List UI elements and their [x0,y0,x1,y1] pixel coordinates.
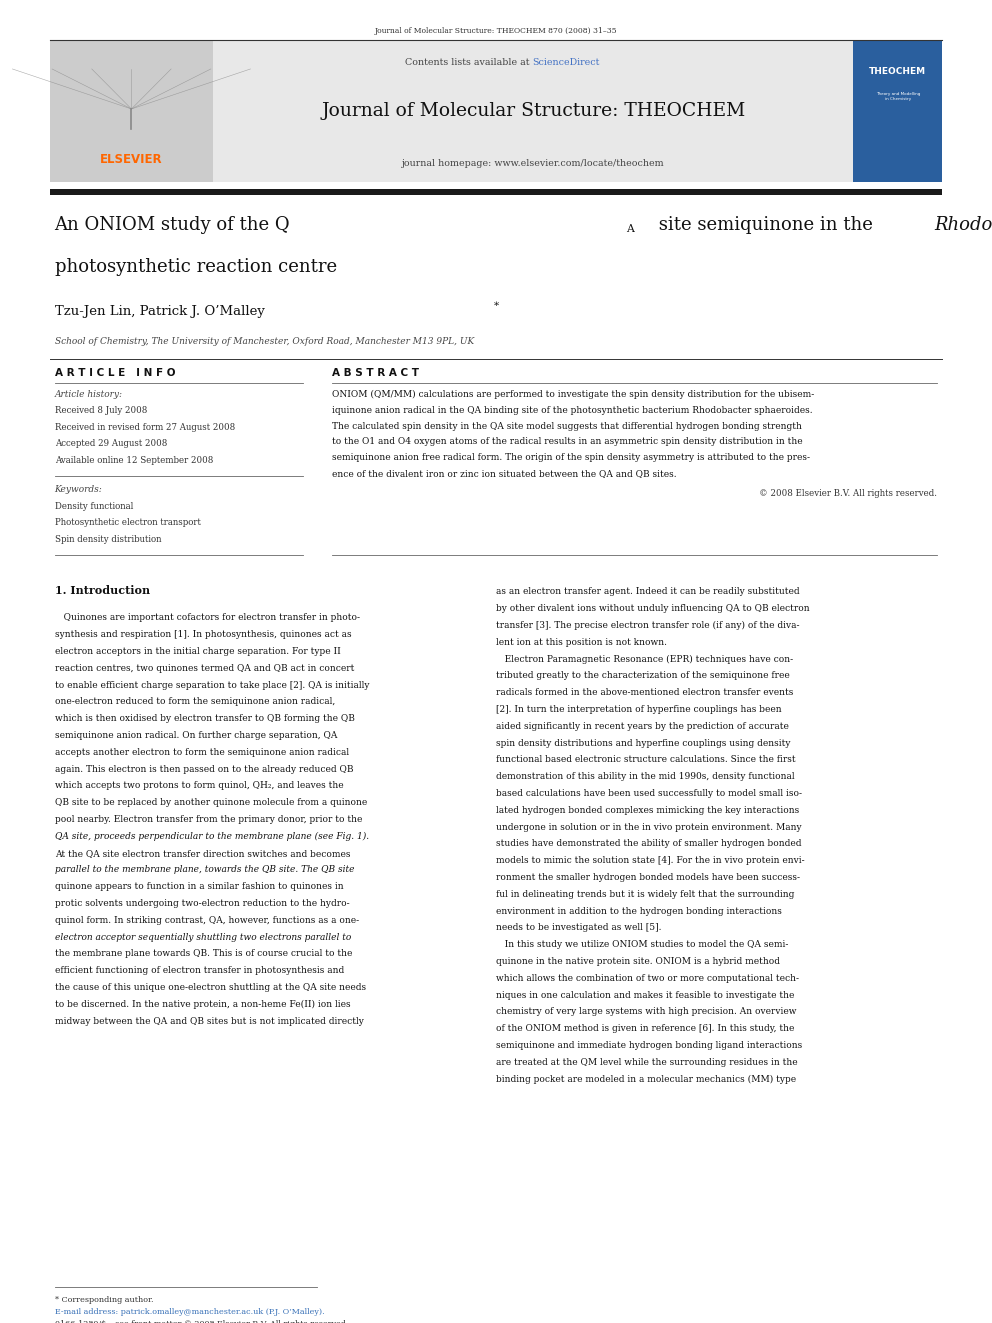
Text: Tzu-Jen Lin, Patrick J. O’Malley: Tzu-Jen Lin, Patrick J. O’Malley [55,304,265,318]
Text: ∗: ∗ [493,300,500,310]
Text: chemistry of very large systems with high precision. An overview: chemistry of very large systems with hig… [496,1008,797,1016]
Text: Journal of Molecular Structure: THEOCHEM: Journal of Molecular Structure: THEOCHEM [321,102,745,120]
Text: Spin density distribution: Spin density distribution [55,534,161,544]
Text: undergone in solution or in the in vivo protein environment. Many: undergone in solution or in the in vivo … [496,823,802,832]
Text: © 2008 Elsevier B.V. All rights reserved.: © 2008 Elsevier B.V. All rights reserved… [760,488,937,497]
Text: which allows the combination of two or more computational tech-: which allows the combination of two or m… [496,974,799,983]
Text: transfer [3]. The precise electron transfer role (if any) of the diva-: transfer [3]. The precise electron trans… [496,620,800,630]
Text: electron acceptors in the initial charge separation. For type II: electron acceptors in the initial charge… [55,647,340,656]
Text: semiquinone anion radical. On further charge separation, QA: semiquinone anion radical. On further ch… [55,732,337,740]
Text: environment in addition to the hydrogen bonding interactions: environment in addition to the hydrogen … [496,906,782,916]
Text: demonstration of this ability in the mid 1990s, density functional: demonstration of this ability in the mid… [496,773,795,782]
Text: journal homepage: www.elsevier.com/locate/theochem: journal homepage: www.elsevier.com/locat… [402,159,665,168]
Text: At the QA site electron transfer direction switches and becomes: At the QA site electron transfer directi… [55,848,350,857]
Text: quinone in the native protein site. ONIOM is a hybrid method: quinone in the native protein site. ONIO… [496,957,780,966]
Text: semiquinone anion free radical form. The origin of the spin density asymmetry is: semiquinone anion free radical form. The… [332,454,810,462]
Text: reaction centres, two quinones termed QA and QB act in concert: reaction centres, two quinones termed QA… [55,664,354,673]
Text: lated hydrogen bonded complexes mimicking the key interactions: lated hydrogen bonded complexes mimickin… [496,806,800,815]
Text: iquinone anion radical in the QA binding site of the photosynthetic bacterium Rh: iquinone anion radical in the QA binding… [332,406,813,415]
Text: midway between the QA and QB sites but is not implicated directly: midway between the QA and QB sites but i… [55,1016,363,1025]
Text: In this study we utilize ONIOM studies to model the QA semi-: In this study we utilize ONIOM studies t… [496,941,789,950]
Text: ScienceDirect: ScienceDirect [532,58,599,67]
Text: photosynthetic reaction centre: photosynthetic reaction centre [55,258,336,275]
Text: again. This electron is then passed on to the already reduced QB: again. This electron is then passed on t… [55,765,353,774]
Text: by other divalent ions without unduly influencing QA to QB electron: by other divalent ions without unduly in… [496,605,809,614]
Text: Journal of Molecular Structure: THEOCHEM 870 (2008) 31–35: Journal of Molecular Structure: THEOCHEM… [375,26,617,34]
Text: needs to be investigated as well [5].: needs to be investigated as well [5]. [496,923,662,933]
Text: ONIOM (QM/MM) calculations are performed to investigate the spin density distrib: ONIOM (QM/MM) calculations are performed… [332,390,814,400]
Text: A R T I C L E   I N F O: A R T I C L E I N F O [55,369,175,378]
Text: QA site, proceeds perpendicular to the membrane plane (see Fig. 1).: QA site, proceeds perpendicular to the m… [55,832,369,841]
Text: Theory and Modelling
in Chemistry: Theory and Modelling in Chemistry [876,93,920,102]
Text: niques in one calculation and makes it feasible to investigate the: niques in one calculation and makes it f… [496,991,795,1000]
Text: A B S T R A C T: A B S T R A C T [332,369,420,378]
Text: which accepts two protons to form quinol, QH₂, and leaves the: which accepts two protons to form quinol… [55,782,343,791]
Bar [50,40,942,183]
Text: 0166-1280/$ – see front matter © 2008 Elsevier B.V. All rights reserved.: 0166-1280/$ – see front matter © 2008 El… [55,1320,348,1323]
Text: parallel to the membrane plane, towards the QB site. The QB site: parallel to the membrane plane, towards … [55,865,354,875]
Text: to the O1 and O4 oxygen atoms of the radical results in an asymmetric spin densi: to the O1 and O4 oxygen atoms of the rad… [332,438,803,446]
Text: Received 8 July 2008: Received 8 July 2008 [55,406,147,415]
Text: electron acceptor sequentially shuttling two electrons parallel to: electron acceptor sequentially shuttling… [55,933,351,942]
Text: binding pocket are modeled in a molecular mechanics (MM) type: binding pocket are modeled in a molecula… [496,1074,797,1084]
Text: Electron Paramagnetic Resonance (EPR) techniques have con-: Electron Paramagnetic Resonance (EPR) te… [496,655,794,664]
Text: of the ONIOM method is given in reference [6]. In this study, the: of the ONIOM method is given in referenc… [496,1024,795,1033]
Text: are treated at the QM level while the surrounding residues in the: are treated at the QM level while the su… [496,1058,798,1066]
Text: to enable efficient charge separation to take place [2]. QA is initially: to enable efficient charge separation to… [55,681,369,689]
Text: ence of the divalent iron or zinc ion situated between the QA and QB sites.: ence of the divalent iron or zinc ion si… [332,468,677,478]
Bar [853,40,942,183]
Text: pool nearby. Electron transfer from the primary donor, prior to the: pool nearby. Electron transfer from the … [55,815,362,824]
Text: lent ion at this position is not known.: lent ion at this position is not known. [496,638,667,647]
Text: efficient functioning of electron transfer in photosynthesis and: efficient functioning of electron transf… [55,966,344,975]
Text: * Corresponding author.: * Corresponding author. [55,1297,153,1304]
Text: which is then oxidised by electron transfer to QB forming the QB: which is then oxidised by electron trans… [55,714,354,724]
Text: one-electron reduced to form the semiquinone anion radical,: one-electron reduced to form the semiqui… [55,697,335,706]
Text: protic solvents undergoing two-electron reduction to the hydro-: protic solvents undergoing two-electron … [55,900,349,908]
Bar [50,189,942,196]
Text: semiquinone and immediate hydrogen bonding ligand interactions: semiquinone and immediate hydrogen bondi… [496,1041,803,1050]
Text: QB site to be replaced by another quinone molecule from a quinone: QB site to be replaced by another quinon… [55,798,367,807]
Text: synthesis and respiration [1]. In photosynthesis, quinones act as: synthesis and respiration [1]. In photos… [55,630,351,639]
Text: An ONIOM study of the Q: An ONIOM study of the Q [55,217,291,234]
Text: functional based electronic structure calculations. Since the first: functional based electronic structure ca… [496,755,796,765]
Text: School of Chemistry, The University of Manchester, Oxford Road, Manchester M13 9: School of Chemistry, The University of M… [55,336,474,345]
Text: ELSEVIER: ELSEVIER [100,153,163,165]
Text: to be discerned. In the native protein, a non-heme Fe(II) ion lies: to be discerned. In the native protein, … [55,1000,350,1009]
Text: ful in delineating trends but it is widely felt that the surrounding: ful in delineating trends but it is wide… [496,890,795,898]
Text: Rhodobacter sphaeroides: Rhodobacter sphaeroides [934,217,992,234]
Text: site semiquinone in the: site semiquinone in the [653,217,878,234]
Text: quinone appears to function in a similar fashion to quinones in: quinone appears to function in a similar… [55,882,343,892]
Text: quinol form. In striking contrast, QA, however, functions as a one-: quinol form. In striking contrast, QA, h… [55,916,359,925]
Text: models to mimic the solution state [4]. For the in vivo protein envi-: models to mimic the solution state [4]. … [496,856,805,865]
Text: Photosynthetic electron transport: Photosynthetic electron transport [55,519,200,528]
Text: Accepted 29 August 2008: Accepted 29 August 2008 [55,439,167,448]
Text: THEOCHEM: THEOCHEM [869,66,927,75]
Text: Quinones are important cofactors for electron transfer in photo-: Quinones are important cofactors for ele… [55,614,359,623]
Text: Received in revised form 27 August 2008: Received in revised form 27 August 2008 [55,423,235,433]
Text: accepts another electron to form the semiquinone anion radical: accepts another electron to form the sem… [55,747,348,757]
Text: tributed greatly to the characterization of the semiquinone free: tributed greatly to the characterization… [496,672,790,680]
Text: Article history:: Article history: [55,390,123,400]
Text: based calculations have been used successfully to model small iso-: based calculations have been used succes… [496,789,802,798]
Text: Keywords:: Keywords: [55,486,102,495]
Text: Contents lists available at: Contents lists available at [405,58,532,67]
Text: ronment the smaller hydrogen bonded models have been success-: ronment the smaller hydrogen bonded mode… [496,873,800,882]
Text: E-mail address: patrick.omalley@manchester.ac.uk (P.J. O’Malley).: E-mail address: patrick.omalley@manchest… [55,1308,324,1316]
Text: the cause of this unique one-electron shuttling at the QA site needs: the cause of this unique one-electron sh… [55,983,366,992]
Text: [2]. In turn the interpretation of hyperfine couplings has been: [2]. In turn the interpretation of hyper… [496,705,782,714]
Bar [50,40,213,183]
Text: aided significantly in recent years by the prediction of accurate: aided significantly in recent years by t… [496,722,789,730]
Text: A: A [627,224,635,233]
Text: as an electron transfer agent. Indeed it can be readily substituted: as an electron transfer agent. Indeed it… [496,587,800,597]
Text: Available online 12 September 2008: Available online 12 September 2008 [55,456,213,464]
Text: 1. Introduction: 1. Introduction [55,586,150,597]
Text: spin density distributions and hyperfine couplings using density: spin density distributions and hyperfine… [496,738,791,747]
Text: the membrane plane towards QB. This is of course crucial to the: the membrane plane towards QB. This is o… [55,950,352,958]
Text: Density functional: Density functional [55,501,133,511]
Text: The calculated spin density in the QA site model suggests that differential hydr: The calculated spin density in the QA si… [332,422,803,430]
Text: radicals formed in the above-mentioned electron transfer events: radicals formed in the above-mentioned e… [496,688,794,697]
Text: studies have demonstrated the ability of smaller hydrogen bonded: studies have demonstrated the ability of… [496,840,802,848]
